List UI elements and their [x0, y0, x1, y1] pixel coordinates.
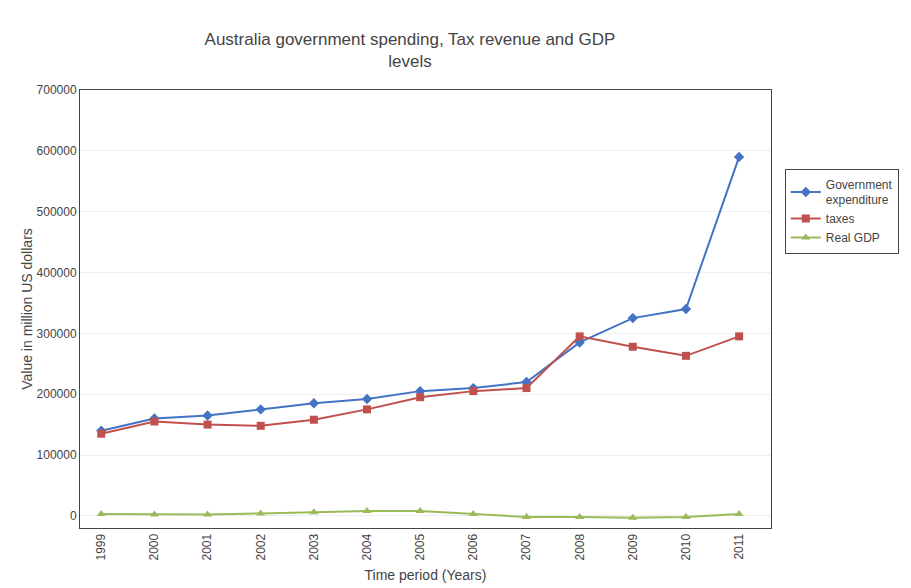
svg-text:700000: 700000	[37, 83, 77, 97]
svg-text:2010: 2010	[679, 533, 693, 560]
svg-text:2009: 2009	[626, 533, 640, 560]
svg-text:Time period (Years): Time period (Years)	[365, 567, 487, 583]
svg-text:0: 0	[70, 509, 77, 523]
svg-text:2003: 2003	[307, 533, 321, 560]
svg-text:2000: 2000	[147, 533, 161, 560]
svg-text:Value in million US dollars: Value in million US dollars	[19, 228, 35, 390]
svg-text:2004: 2004	[360, 533, 374, 560]
svg-text:1999: 1999	[94, 533, 108, 560]
svg-text:400000: 400000	[37, 266, 77, 280]
svg-text:Australia government spending,: Australia government spending, Tax reven…	[205, 30, 616, 71]
svg-text:2005: 2005	[413, 533, 427, 560]
svg-text:2006: 2006	[466, 533, 480, 560]
svg-text:Governmentexpenditure: Governmentexpenditure	[826, 178, 893, 208]
svg-text:2001: 2001	[200, 533, 214, 560]
svg-text:100000: 100000	[37, 448, 77, 462]
svg-text:300000: 300000	[37, 327, 77, 341]
svg-text:2007: 2007	[519, 533, 533, 560]
svg-text:2002: 2002	[254, 533, 268, 560]
svg-text:500000: 500000	[37, 205, 77, 219]
svg-text:taxes: taxes	[826, 212, 855, 226]
svg-text:2008: 2008	[573, 533, 587, 560]
svg-text:2011: 2011	[732, 533, 746, 559]
svg-text:600000: 600000	[37, 144, 77, 158]
svg-text:200000: 200000	[37, 387, 77, 401]
svg-text:Real GDP: Real GDP	[826, 231, 880, 245]
